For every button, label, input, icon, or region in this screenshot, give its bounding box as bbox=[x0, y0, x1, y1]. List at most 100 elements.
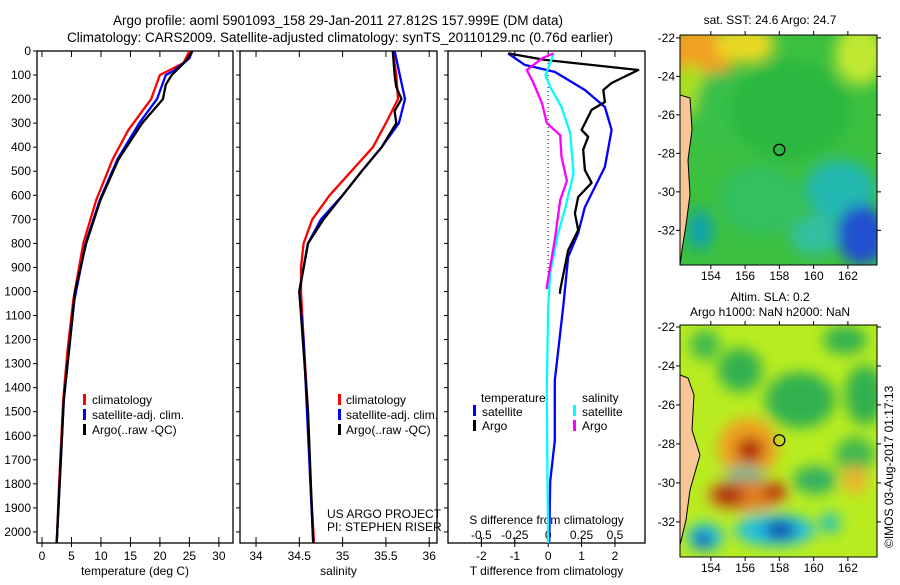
profile-panels: 0100200300400500600700800900100011001200… bbox=[4, 44, 646, 578]
map-color-blob bbox=[835, 437, 875, 473]
map-color-blob bbox=[843, 466, 867, 494]
x-tick-label: 34 bbox=[249, 549, 263, 563]
series-line-argo-raw-qc- bbox=[298, 50, 403, 544]
lon-tick-label: 160 bbox=[804, 561, 824, 575]
depth-tick-label: 800 bbox=[11, 236, 31, 250]
lat-tick-label: -30 bbox=[658, 185, 676, 199]
map-frame bbox=[679, 34, 878, 266]
x-tick-label: 35 bbox=[336, 549, 350, 563]
x-tick-label: 0 bbox=[39, 549, 46, 563]
series-line-t-argo bbox=[507, 52, 640, 294]
depth-tick-label: 300 bbox=[11, 116, 31, 130]
series-line-climatology bbox=[55, 50, 191, 544]
series-line-satellite-adj-clim- bbox=[55, 50, 194, 544]
lon-tick-label: 158 bbox=[769, 269, 789, 283]
lat-tick-label: -24 bbox=[658, 69, 676, 83]
figure-title-line2: Climatology: CARS2009. Satellite-adjuste… bbox=[67, 30, 613, 45]
project-pi: PI: STEPHEN RISER bbox=[327, 520, 442, 534]
depth-tick-label: 1900 bbox=[4, 501, 31, 515]
legend-swatch-s-satellite bbox=[573, 405, 576, 416]
lat-tick-label: -24 bbox=[658, 359, 676, 373]
legend-label: satellite bbox=[482, 405, 523, 419]
series-line-argo-raw-qc- bbox=[55, 50, 194, 544]
map-color-blob bbox=[763, 482, 787, 502]
legend-label: climatology bbox=[346, 393, 406, 407]
land-mass bbox=[680, 94, 693, 265]
x-axis-label: temperature (deg C) bbox=[81, 564, 189, 578]
map-color-blob bbox=[820, 513, 840, 533]
map-color-blob bbox=[765, 372, 835, 428]
x-tick-label: 34.5 bbox=[288, 549, 312, 563]
legend-label: Argo bbox=[582, 419, 608, 433]
map-color-blob bbox=[736, 437, 764, 463]
x-axis-label: T difference from climatology bbox=[470, 564, 624, 578]
map-color-blob bbox=[845, 365, 877, 425]
lon-tick-label: 162 bbox=[838, 561, 858, 575]
legend-swatch-t-argo bbox=[473, 420, 476, 431]
x-tick-label: 15 bbox=[124, 549, 138, 563]
depth-tick-label: 2000 bbox=[4, 525, 31, 539]
map-field bbox=[680, 325, 877, 557]
depth-tick-label: 1400 bbox=[4, 381, 31, 395]
sst-map: 154 156 158 160 162 -22 -24 -26 -28 -30 -32 bbox=[658, 31, 881, 283]
argo-position-marker bbox=[773, 143, 786, 156]
depth-tick-label: 700 bbox=[11, 212, 31, 226]
map-color-blobs bbox=[687, 326, 877, 551]
depth-tick-label: 600 bbox=[11, 188, 31, 202]
series-line-satellite-adj-clim- bbox=[298, 50, 407, 544]
lat-tick-label: -26 bbox=[658, 398, 676, 412]
map-color-blob bbox=[688, 210, 712, 250]
lon-tick-label: 156 bbox=[735, 269, 755, 283]
x-tick-label: 5 bbox=[68, 549, 75, 563]
x-tick-label: 10 bbox=[94, 549, 108, 563]
depth-tick-label: 900 bbox=[11, 260, 31, 274]
depth-tick-label: 1700 bbox=[4, 453, 31, 467]
map-frame bbox=[679, 324, 878, 558]
legend-swatch-climatology bbox=[338, 394, 341, 405]
depth-tick-label: 500 bbox=[11, 164, 31, 178]
x-tick-label: 0 bbox=[545, 549, 552, 563]
depth-tick-label: 100 bbox=[11, 68, 31, 82]
x-tick-label: 30 bbox=[212, 549, 226, 563]
legend-label: climatology bbox=[92, 393, 152, 407]
series-line-s-satellite bbox=[544, 53, 575, 544]
plot-frame bbox=[36, 50, 234, 544]
lon-tick-label: 154 bbox=[701, 561, 721, 575]
depth-tick-label: 1600 bbox=[4, 429, 31, 443]
x-axis-label: salinity bbox=[320, 564, 357, 578]
panel-temperature: 0100200300400500600700800900100011001200… bbox=[4, 44, 234, 578]
depth-tick-label: 400 bbox=[11, 140, 31, 154]
map-color-blob bbox=[712, 485, 744, 505]
s-tick-label: 0.25 bbox=[570, 528, 594, 542]
series-line-t-satellite bbox=[507, 52, 613, 544]
panel-salinity: 34 34.5 35 35.5 36 salinity bbox=[236, 50, 438, 578]
legend-label: satellite bbox=[582, 405, 623, 419]
lat-tick-label: -32 bbox=[658, 223, 676, 237]
figure-title-line1: Argo profile: aoml 5901093_158 29-Jan-20… bbox=[113, 13, 563, 28]
legend-swatch-climatology bbox=[83, 394, 86, 405]
map-color-blob bbox=[718, 348, 762, 392]
lon-tick-label: 156 bbox=[735, 561, 755, 575]
map-color-blob bbox=[835, 35, 877, 85]
depth-tick-label: 1000 bbox=[4, 284, 31, 298]
lat-tick-label: -22 bbox=[658, 320, 676, 334]
x-tick-label: 20 bbox=[153, 549, 167, 563]
x-tick-label: 36 bbox=[423, 549, 437, 563]
depth-tick-label: 1500 bbox=[4, 405, 31, 419]
lon-tick-label: 162 bbox=[838, 269, 858, 283]
map-color-blob bbox=[715, 35, 775, 63]
s-axis-label: S difference from climatology bbox=[469, 513, 624, 527]
map-color-blob bbox=[790, 215, 840, 255]
lon-tick-label: 154 bbox=[701, 269, 721, 283]
legend-label: satellite-adj. clim. bbox=[92, 408, 184, 422]
legend-swatch-t-satellite bbox=[473, 405, 476, 416]
depth-tick-label: 1800 bbox=[4, 477, 31, 491]
lat-tick-label: -22 bbox=[658, 31, 676, 45]
plot-frame bbox=[447, 50, 646, 544]
sst-map-title: sat. SST: 24.6 Argo: 24.7 bbox=[704, 13, 837, 27]
map-color-blob bbox=[837, 205, 877, 265]
s-tick-label: -0.5 bbox=[471, 528, 492, 542]
s-tick-label: 0.5 bbox=[607, 528, 624, 542]
map-color-blob bbox=[690, 330, 720, 360]
